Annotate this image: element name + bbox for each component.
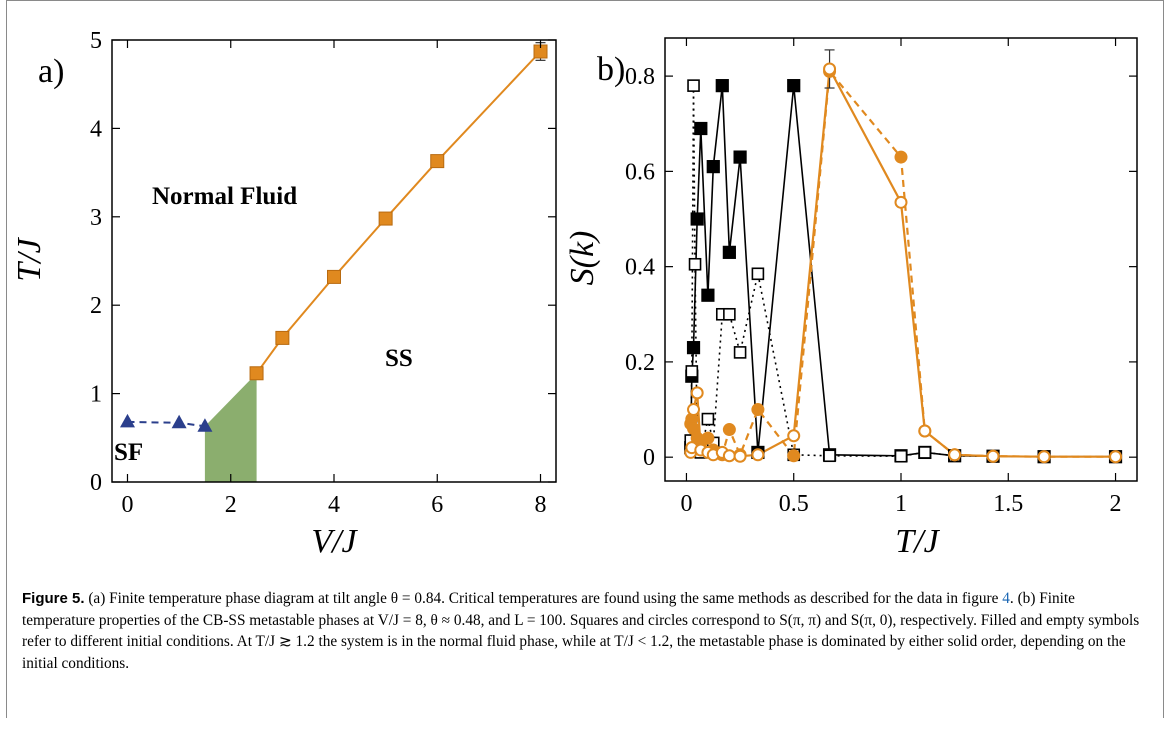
data-point-triangle	[171, 414, 187, 429]
phase-label-ss: SS	[385, 345, 413, 372]
x-tick-label: 0.5	[779, 491, 809, 517]
figure-reference-link[interactable]: 4	[1002, 590, 1010, 607]
data-point-filled-square	[715, 79, 729, 93]
x-tick-label: 8	[535, 492, 547, 518]
y-tick-label: 0.4	[625, 255, 655, 281]
panel-label: b)	[597, 51, 625, 88]
y-tick-label: 4	[90, 116, 102, 142]
figure-charts: 0 2 4 6 8 0 1 2 3 4 5 a) V/J T/J Normal Fluid SS SF 0 0.5…	[11, 28, 1138, 560]
x-tick-label: 4	[328, 492, 340, 518]
x-tick-label: 0	[121, 492, 133, 518]
data-point-square	[327, 269, 341, 284]
y-tick-label: 3	[90, 205, 102, 231]
data-point-triangle	[197, 418, 213, 432]
data-point-open-square	[733, 346, 747, 359]
data-point-open-square	[701, 412, 715, 426]
data-point-filled-circle	[722, 423, 736, 437]
data-point-open-square	[751, 267, 765, 281]
y-axis-label: S(k)	[564, 231, 601, 286]
phase-label-normal-fluid: Normal Fluid	[152, 183, 297, 210]
coexistence-region	[204, 373, 257, 482]
data-point-open-circle	[823, 62, 837, 76]
data-point-filled-square	[701, 288, 715, 302]
x-tick-label: 2	[225, 492, 237, 518]
series-line	[127, 420, 206, 428]
data-point-open-circle	[1109, 450, 1123, 464]
data-point-open-circle	[894, 195, 908, 209]
data-point-square	[378, 211, 393, 226]
x-tick-label: 6	[431, 492, 443, 518]
data-point-filled-square	[706, 160, 720, 174]
data-point-filled-square	[787, 79, 801, 93]
x-tick-label: 2	[1110, 491, 1122, 517]
x-axis-label: V/J	[311, 523, 358, 560]
data-point-filled-circle	[751, 403, 765, 417]
data-point-filled-square	[722, 245, 736, 259]
series-line	[255, 50, 542, 374]
data-point-open-square	[723, 307, 736, 321]
x-tick-label: 1	[895, 491, 907, 517]
data-point-open-circle	[722, 449, 736, 463]
data-point-open-square	[685, 365, 699, 378]
phase-label-sf: SF	[114, 439, 143, 466]
figure-caption: Figure 5. (a) Finite temperature phase d…	[22, 588, 1147, 674]
y-tick-label: 2	[90, 293, 102, 319]
x-tick-label: 0	[680, 491, 692, 517]
x-tick-label: 1.5	[993, 491, 1023, 517]
y-tick-label: 0.6	[625, 159, 655, 185]
panel-label: a)	[38, 53, 64, 90]
y-tick-label: 0.2	[625, 350, 655, 376]
data-point-open-square	[687, 79, 700, 92]
data-point-open-circle	[787, 429, 801, 443]
series-line	[689, 85, 1116, 458]
data-point-open-square	[894, 449, 908, 463]
data-point-open-square	[688, 257, 702, 271]
data-point-filled-square	[694, 121, 708, 136]
data-point-filled-square	[686, 341, 701, 355]
x-axis-label: T/J	[895, 523, 940, 560]
y-axis-label: T/J	[11, 236, 48, 281]
data-point-filled-square	[690, 212, 704, 226]
data-point-square	[275, 330, 290, 345]
structure-factor-panel: 0 0.5 1 1.5 2 0 0.2 0.4 0.6 0.8b) T/J S(k)	[564, 37, 1138, 560]
data-point-open-circle	[733, 449, 747, 463]
figure-label: Figure 5.	[22, 590, 85, 607]
data-point-open-circle	[690, 386, 704, 400]
y-tick-label: 0	[643, 445, 655, 471]
data-point-filled-square	[733, 150, 747, 164]
data-point-open-circle	[986, 449, 1000, 463]
data-point-open-square	[918, 446, 932, 459]
data-point-open-square	[823, 449, 836, 463]
y-tick-label: 0.8	[625, 64, 655, 90]
data-point-open-circle	[751, 448, 765, 462]
caption-text-2: . (b) Finite temperature properties of t…	[22, 590, 1140, 672]
data-point-triangle	[119, 413, 135, 428]
data-point-filled-circle	[701, 431, 715, 445]
frame-top-border	[6, 0, 1164, 1]
phase-diagram-panel: 0 2 4 6 8 0 1 2 3 4 5 a) V/J T/J Normal Fluid SS SF	[11, 28, 557, 560]
y-tick-label: 1	[90, 382, 102, 408]
data-point-square	[430, 154, 445, 169]
data-point-square	[249, 366, 264, 381]
data-point-open-circle	[948, 448, 962, 462]
plot-frame	[664, 37, 1138, 482]
frame-right-border	[1163, 0, 1164, 718]
data-point-filled-circle	[894, 150, 908, 164]
caption-text-1: (a) Finite temperature phase diagram at …	[84, 590, 1003, 607]
frame-left-border	[6, 0, 7, 718]
y-tick-label: 0	[90, 470, 102, 496]
data-point-open-circle	[687, 403, 701, 417]
data-point-filled-circle	[787, 449, 801, 463]
y-tick-label: 5	[90, 28, 102, 54]
data-point-open-circle	[918, 424, 932, 438]
data-point-open-circle	[1037, 450, 1051, 464]
